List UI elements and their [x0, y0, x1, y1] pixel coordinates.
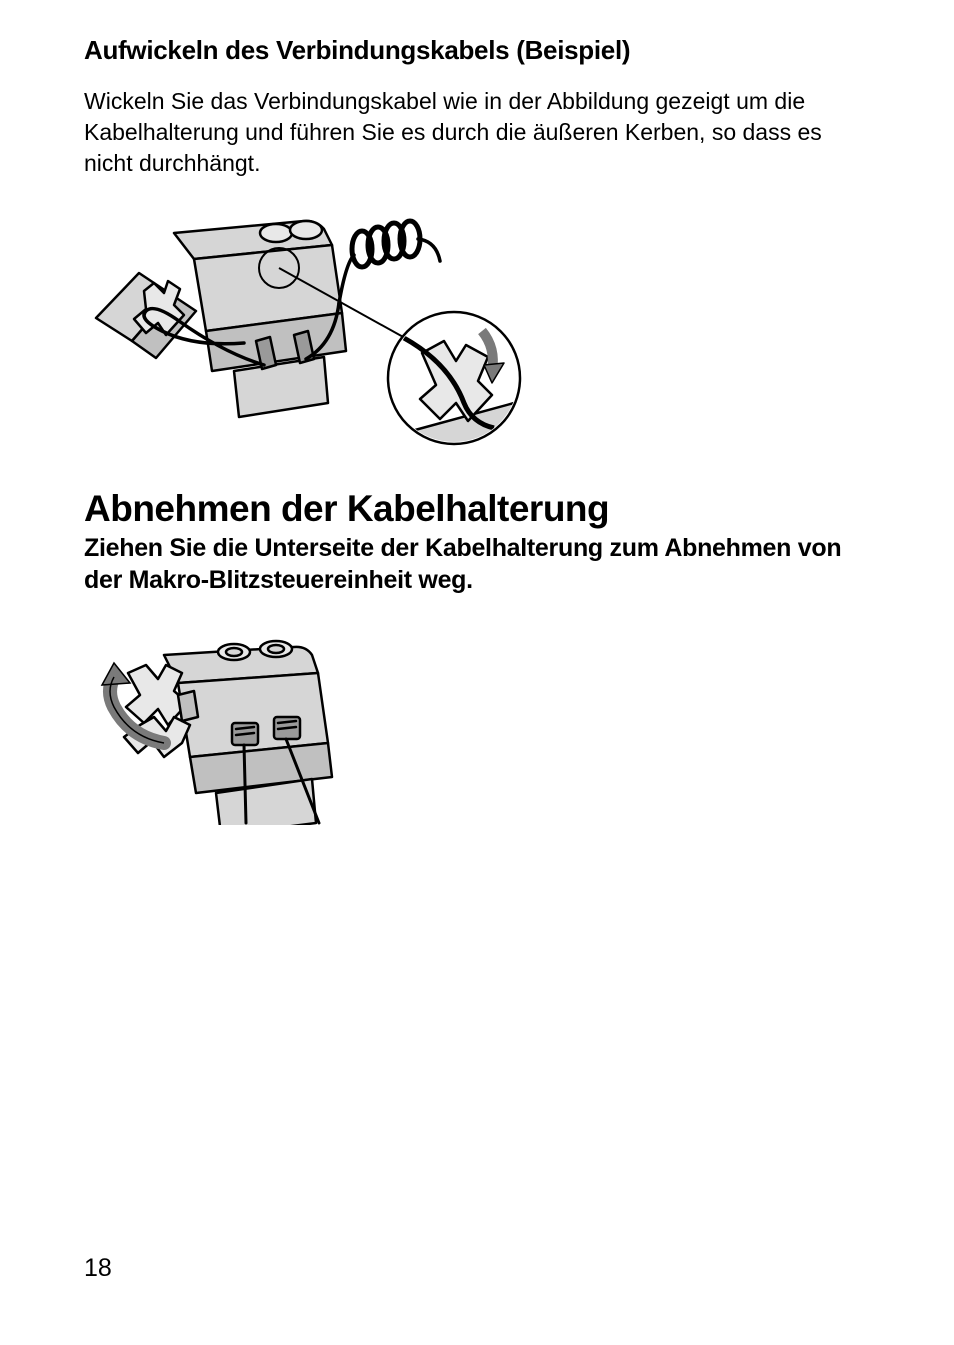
figure-cable-winding	[84, 203, 870, 453]
figure-remove-holder	[84, 625, 870, 825]
section-heading: Abnehmen der Kabelhalterung	[84, 489, 870, 530]
page-number: 18	[84, 1254, 112, 1283]
subsection-heading: Aufwickeln des Verbindungskabels (Beispi…	[84, 34, 870, 68]
body-text: Wickeln Sie das Verbindungskabel wie in …	[84, 86, 870, 179]
section-subheading: Ziehen Sie die Unterseite der Kabelhalte…	[84, 532, 870, 597]
